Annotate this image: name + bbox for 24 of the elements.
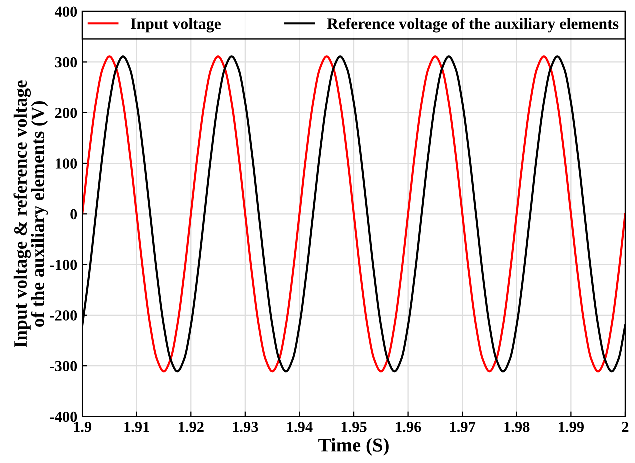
x-tick-label: 1.91 xyxy=(124,422,150,432)
x-tick-label: 2 xyxy=(622,422,629,432)
x-tick-label: 1.9 xyxy=(74,422,92,432)
y-axis-title: Input voltage & reference voltage of the auxiliary elements (V) xyxy=(14,80,48,348)
legend-label: Reference voltage of the auxiliary elements xyxy=(327,18,619,33)
x-tick-label: 1.98 xyxy=(504,422,530,432)
legend-label: Input voltage xyxy=(131,18,222,33)
x-tick-label: 1.97 xyxy=(450,422,476,432)
y-tick-label: 300 xyxy=(55,57,78,68)
x-axis-title: Time (S) xyxy=(318,438,389,456)
y-tick-label: -100 xyxy=(50,260,78,270)
x-tick-label: 1.95 xyxy=(342,422,367,432)
x-tick-label: 1.92 xyxy=(178,422,204,432)
x-tick-label: 1.96 xyxy=(396,422,422,432)
y-tick-label: -400 xyxy=(50,412,78,422)
x-tick-label: 1.93 xyxy=(233,422,258,432)
y-tick-label: 400 xyxy=(54,6,78,18)
x-tick-label: 1.94 xyxy=(288,422,313,432)
y-tick-label: 0 xyxy=(70,209,78,220)
y-tick-label: -200 xyxy=(50,310,78,321)
y-tick-label: -300 xyxy=(50,361,78,372)
y-tick-label: 200 xyxy=(55,108,78,118)
y-tick-label: 100 xyxy=(56,158,78,169)
x-tick-label: 1.99 xyxy=(559,422,584,432)
